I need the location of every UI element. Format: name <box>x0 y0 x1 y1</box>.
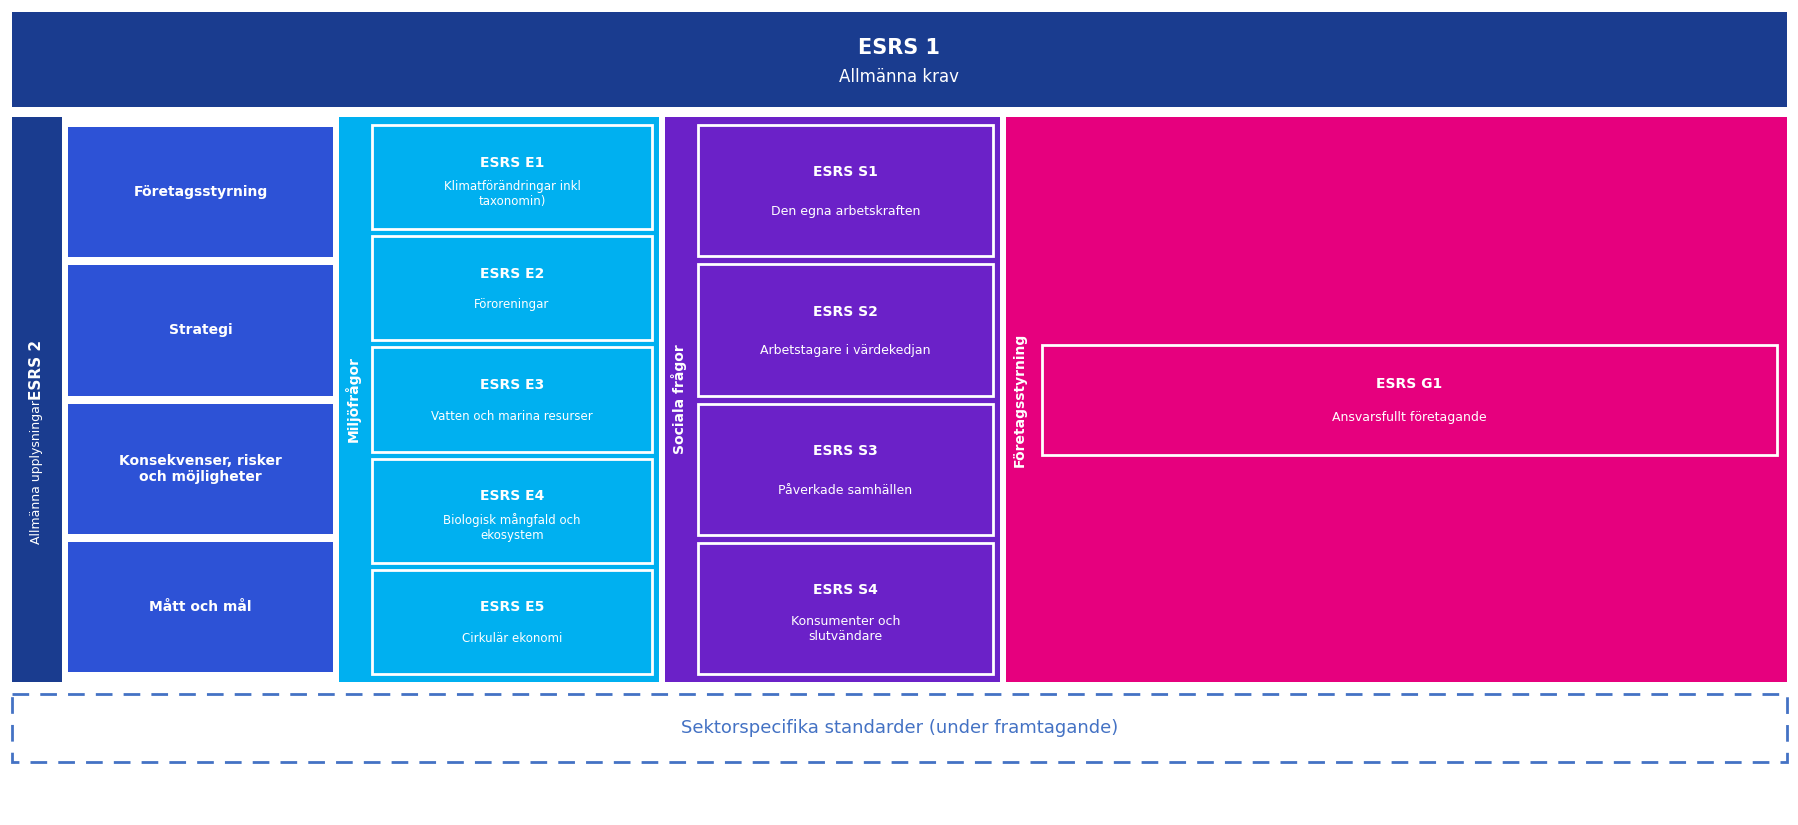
Bar <box>68 403 333 534</box>
Bar <box>372 236 651 341</box>
Bar <box>1005 117 1785 682</box>
Text: ESRS E4: ESRS E4 <box>480 489 543 503</box>
Bar <box>665 117 1000 682</box>
Text: Påverkade samhällen: Påverkade samhällen <box>779 483 912 497</box>
Text: Konsumenter och
slutvändare: Konsumenter och slutvändare <box>791 615 899 644</box>
Text: Företagsstyrning: Företagsstyrning <box>133 185 268 199</box>
Text: ESRS E2: ESRS E2 <box>480 266 543 281</box>
Text: ESRS E5: ESRS E5 <box>480 601 543 615</box>
Text: ESRS S3: ESRS S3 <box>813 444 877 458</box>
Text: Företagsstyrning: Företagsstyrning <box>1012 332 1027 467</box>
Text: Allmänna upplysningar: Allmänna upplysningar <box>31 399 43 544</box>
Text: Biologisk mångfald och
ekosystem: Biologisk mångfald och ekosystem <box>442 513 581 542</box>
Bar <box>1041 345 1776 455</box>
Text: Klimatförändringar inkl
taxonomin): Klimatförändringar inkl taxonomin) <box>444 180 581 208</box>
Text: ESRS S2: ESRS S2 <box>813 304 877 318</box>
Bar <box>698 264 992 395</box>
Text: ESRS G1: ESRS G1 <box>1375 377 1442 391</box>
Bar <box>372 125 651 229</box>
Bar <box>698 125 992 257</box>
Text: Konsekvenser, risker
och möjligheter: Konsekvenser, risker och möjligheter <box>119 454 282 483</box>
Text: Arbetstagare i värdekedjan: Arbetstagare i värdekedjan <box>761 344 930 357</box>
Bar <box>698 403 992 535</box>
Text: Allmänna krav: Allmänna krav <box>840 68 958 86</box>
Bar <box>13 117 1785 682</box>
Text: Vatten och marina resurser: Vatten och marina resurser <box>432 410 593 422</box>
Text: Sociala frågor: Sociala frågor <box>671 345 687 455</box>
Text: ESRS 2: ESRS 2 <box>29 339 45 399</box>
Bar <box>372 347 651 451</box>
Text: Sektorspecifika standarder (under framtagande): Sektorspecifika standarder (under framta… <box>680 719 1118 737</box>
Text: ESRS S4: ESRS S4 <box>813 583 877 597</box>
Bar <box>13 694 1785 762</box>
Text: Strategi: Strategi <box>169 323 232 337</box>
Bar <box>68 127 333 257</box>
Text: Den egna arbetskraften: Den egna arbetskraften <box>770 205 919 218</box>
Text: Föroreningar: Föroreningar <box>475 299 550 312</box>
Bar <box>68 542 333 672</box>
Text: Cirkulär ekonomi: Cirkulär ekonomi <box>462 632 561 645</box>
Text: ESRS E1: ESRS E1 <box>480 155 543 169</box>
Bar <box>13 12 1785 107</box>
Bar <box>698 543 992 674</box>
Bar <box>68 266 333 395</box>
Bar <box>372 459 651 563</box>
Text: Miljöfrågor: Miljöfrågor <box>345 356 361 442</box>
Text: ESRS 1: ESRS 1 <box>858 38 940 58</box>
Text: Mått och mål: Mått och mål <box>149 600 252 614</box>
Text: Ansvarsfullt företagande: Ansvarsfullt företagande <box>1332 411 1485 423</box>
Bar <box>338 117 658 682</box>
Text: ESRS S1: ESRS S1 <box>813 165 877 179</box>
Bar <box>13 117 61 682</box>
Text: ESRS E3: ESRS E3 <box>480 378 543 392</box>
Bar <box>372 570 651 674</box>
